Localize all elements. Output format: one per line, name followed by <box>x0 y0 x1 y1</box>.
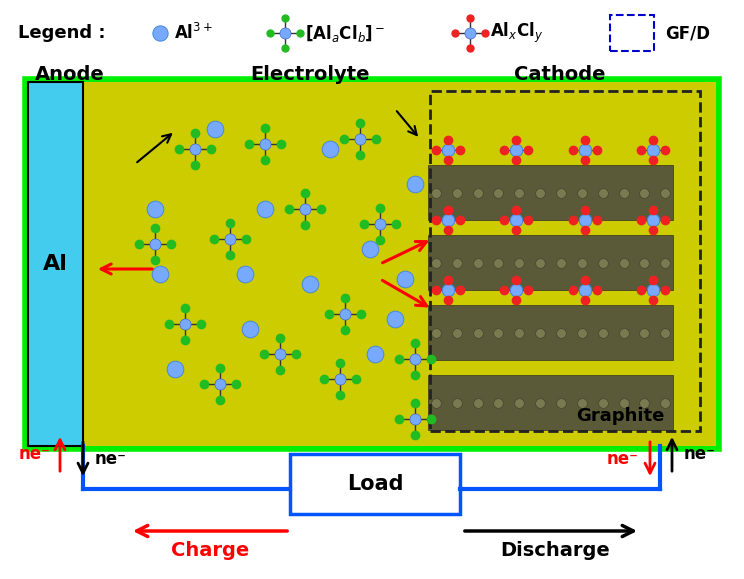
Bar <box>290 454 460 514</box>
Text: ne⁻: ne⁻ <box>684 445 716 463</box>
Text: Anode: Anode <box>35 64 105 83</box>
Bar <box>25 79 719 449</box>
Text: Graphite: Graphite <box>576 407 664 425</box>
Text: Discharge: Discharge <box>500 541 610 560</box>
Text: [Al$_a$Cl$_b$]$^-$: [Al$_a$Cl$_b$]$^-$ <box>305 23 385 43</box>
Text: Electrolyte: Electrolyte <box>250 64 370 83</box>
Text: ne⁻: ne⁻ <box>18 445 50 463</box>
Text: Load: Load <box>347 474 403 494</box>
Bar <box>428 235 673 290</box>
Text: Al$_x$Cl$_y$: Al$_x$Cl$_y$ <box>490 21 543 45</box>
Bar <box>428 375 673 430</box>
Bar <box>610 15 654 51</box>
Text: Charge: Charge <box>171 541 249 560</box>
Bar <box>428 165 673 220</box>
Bar <box>430 91 700 431</box>
Bar <box>428 305 673 360</box>
Text: Legend :: Legend : <box>18 24 106 42</box>
Bar <box>28 82 83 446</box>
Text: GF/D: GF/D <box>665 24 710 42</box>
Text: ne⁻: ne⁻ <box>606 450 638 468</box>
Bar <box>28 82 716 446</box>
Text: Al: Al <box>42 254 68 274</box>
Text: Cathode: Cathode <box>514 64 606 83</box>
Text: Al$^{3+}$: Al$^{3+}$ <box>174 23 213 43</box>
Text: ne⁻: ne⁻ <box>95 450 127 468</box>
